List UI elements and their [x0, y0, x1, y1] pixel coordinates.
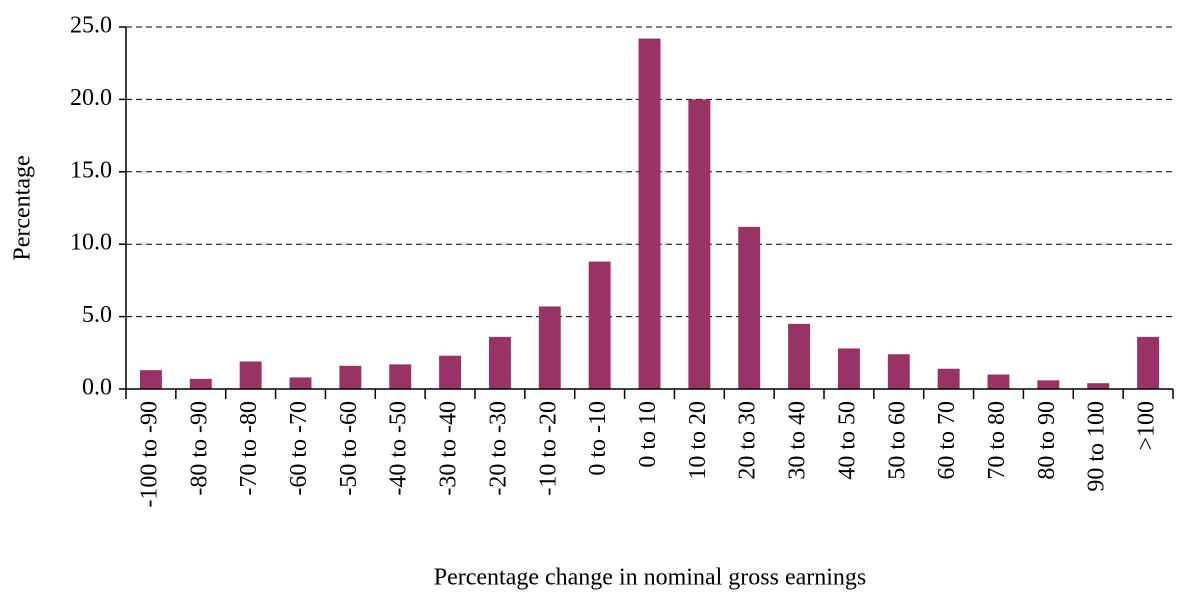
x-tick-label: 0 to 10 — [635, 401, 661, 468]
x-tick-label: >100 — [1134, 401, 1160, 451]
bar — [1137, 336, 1160, 389]
y-tick-label: 10.0 — [70, 230, 112, 256]
bar — [638, 38, 661, 390]
y-tick-label: 25.0 — [70, 13, 112, 39]
bar — [439, 355, 462, 389]
bar — [937, 368, 960, 389]
x-tick-label: 30 to 40 — [785, 401, 811, 480]
bar — [738, 226, 761, 389]
bar — [538, 306, 561, 389]
x-tick-label: -60 to -70 — [286, 401, 312, 496]
bar — [189, 378, 212, 389]
bar — [1087, 383, 1110, 389]
x-tick-label: -80 to -90 — [186, 401, 212, 496]
y-tick-label: 0.0 — [82, 375, 112, 401]
x-tick-label: -70 to -80 — [236, 401, 262, 496]
x-axis-title: Percentage change in nominal gross earni… — [434, 565, 867, 591]
bar — [588, 261, 611, 389]
y-axis-title: Percentage — [10, 155, 36, 260]
x-tick-label: 10 to 20 — [685, 401, 711, 480]
bar — [688, 99, 711, 390]
x-tick-label: 40 to 50 — [834, 401, 860, 480]
x-tick-label: -40 to -50 — [386, 401, 412, 496]
bar — [389, 364, 412, 389]
bar — [239, 361, 262, 389]
x-tick-label: 80 to 90 — [1034, 401, 1060, 480]
bar — [837, 348, 860, 389]
y-tick-label: 20.0 — [70, 85, 112, 111]
bar — [788, 323, 811, 389]
x-tick-label: 50 to 60 — [884, 401, 910, 480]
bar — [339, 365, 362, 389]
bar — [488, 336, 511, 389]
x-tick-label: -20 to -30 — [485, 401, 511, 496]
x-tick-label: 60 to 70 — [934, 401, 960, 480]
x-tick-label: 90 to 100 — [1084, 401, 1110, 492]
x-tick-label: 20 to 30 — [735, 401, 761, 480]
y-tick-label: 5.0 — [82, 302, 112, 328]
x-tick-label: -50 to -60 — [336, 401, 362, 496]
x-tick-label: -100 to -90 — [136, 401, 162, 508]
bar — [887, 354, 910, 389]
bar — [987, 374, 1010, 389]
bar — [1037, 380, 1060, 389]
x-tick-label: 0 to -10 — [585, 401, 611, 476]
x-tick-label: -10 to -20 — [535, 401, 561, 496]
y-tick-label: 15.0 — [70, 157, 112, 183]
x-tick-label: -30 to -40 — [436, 401, 462, 496]
x-tick-label: 70 to 80 — [984, 401, 1010, 480]
bar — [139, 370, 162, 389]
bar — [289, 377, 312, 389]
